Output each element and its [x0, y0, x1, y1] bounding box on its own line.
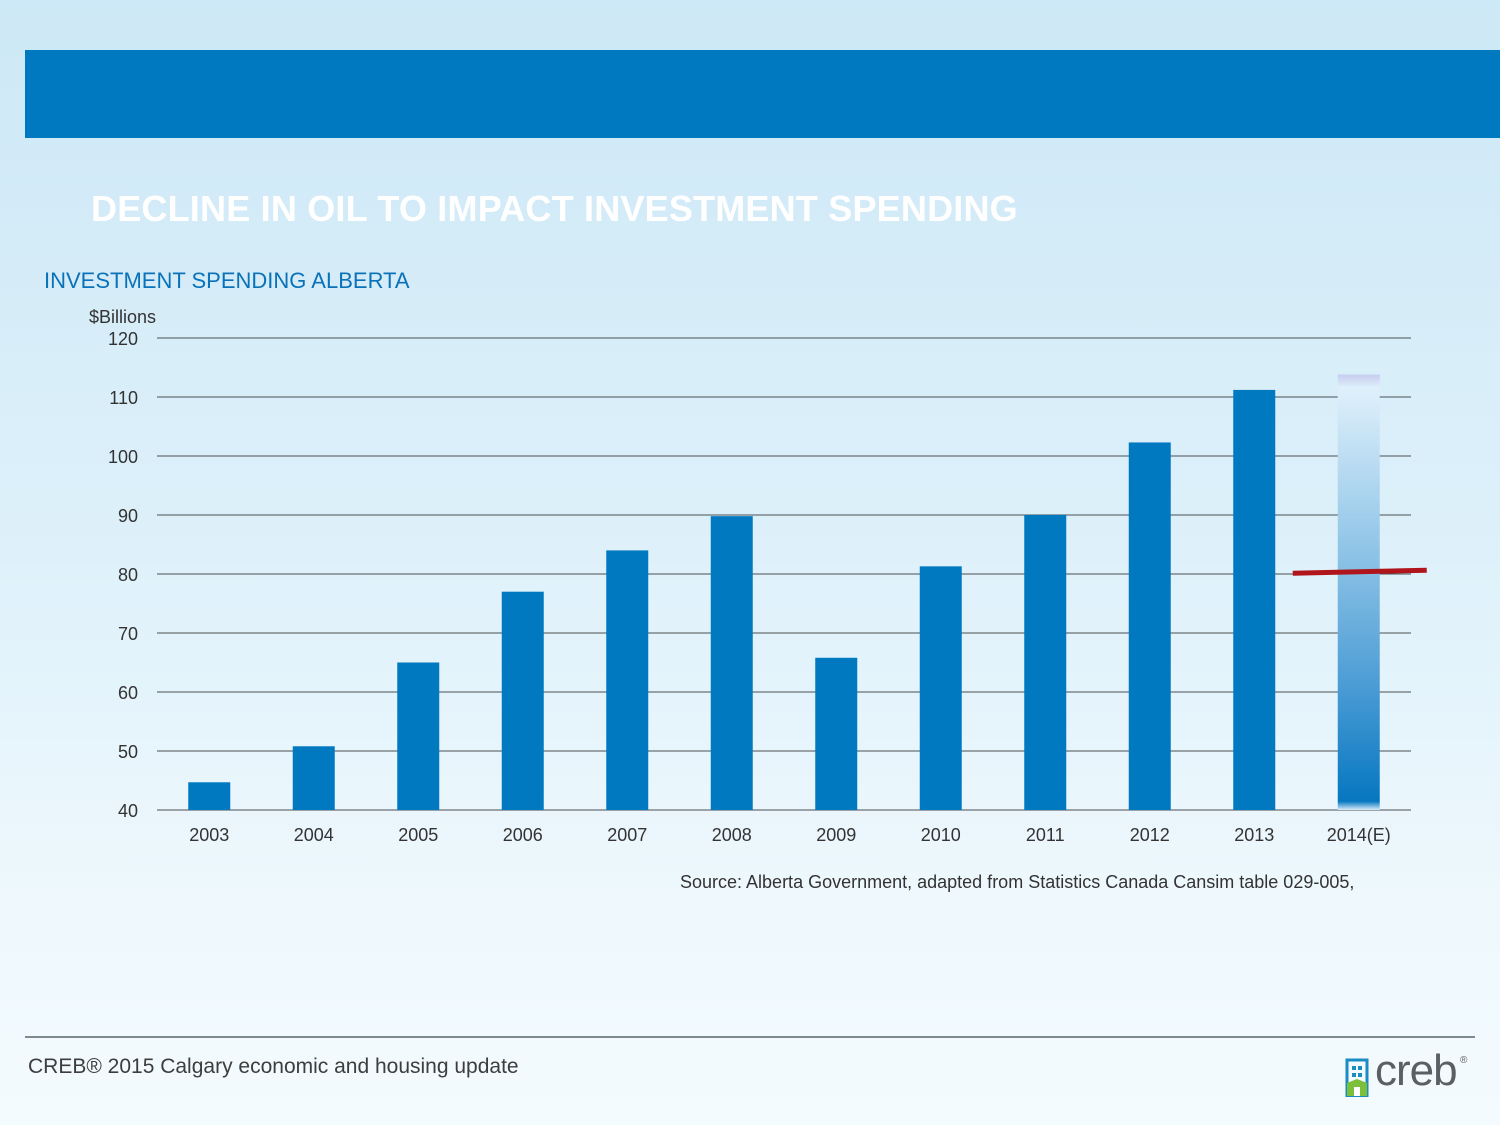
footer-text: CREB® 2015 Calgary economic and housing … [28, 1055, 519, 1078]
source-note: Source: Alberta Government, adapted from… [680, 872, 1355, 892]
x-tick-label: 2013 [1234, 825, 1274, 845]
y-tick-label: 50 [118, 742, 138, 762]
bar-2003 [188, 782, 231, 810]
bar-2012 [1128, 442, 1171, 810]
investment-bar-chart: $Billions 40 50 60 70 80 90 100 110 120 2003 2004… [89, 307, 1427, 845]
bar-estimate-2014(E) [1337, 374, 1380, 810]
top-banner [25, 50, 1500, 138]
y-tick-label: 90 [118, 506, 138, 526]
x-tick-label: 2006 [503, 825, 543, 845]
estimate-marker-line [1292, 567, 1427, 576]
x-tick-label: 2007 [607, 825, 647, 845]
x-tick-label: 2014(E) [1327, 825, 1391, 845]
creb-logo: creb ® [1345, 1046, 1470, 1100]
chart-title: INVESTMENT SPENDING ALBERTA [44, 268, 410, 293]
y-axis-label: $Billions [89, 307, 156, 327]
bar-2010 [919, 566, 962, 810]
y-tick-label: 70 [118, 624, 138, 644]
x-tick-label: 2003 [189, 825, 229, 845]
y-tick-label: 110 [109, 388, 138, 408]
x-tick-label: 2009 [816, 825, 856, 845]
bar-2011 [1024, 515, 1067, 810]
logo-wordmark: creb [1375, 1046, 1458, 1095]
bar-2005 [397, 662, 440, 810]
bar-2009 [815, 657, 858, 810]
x-tick-label: 2011 [1026, 825, 1065, 845]
bar-2004 [292, 746, 335, 810]
y-tick-label: 100 [108, 447, 138, 467]
y-tick-label: 80 [118, 565, 138, 585]
footer-divider [25, 1036, 1475, 1038]
y-tick-label: 120 [108, 329, 138, 349]
logo-registered-mark: ® [1460, 1055, 1468, 1066]
house-logo-icon [1345, 1058, 1369, 1097]
bar-2007 [606, 550, 649, 810]
y-tick-label: 40 [118, 801, 138, 821]
slide-title: DECLINE IN OIL TO IMPACT INVESTMENT SPEN… [91, 188, 1018, 229]
x-tick-label: 2010 [921, 825, 961, 845]
y-tick-label: 60 [118, 683, 138, 703]
x-tick-label: 2012 [1130, 825, 1170, 845]
bar-2008 [710, 516, 753, 810]
x-tick-label: 2008 [712, 825, 752, 845]
bar-2013 [1233, 389, 1276, 810]
bar-2006 [501, 591, 544, 810]
x-tick-label: 2005 [398, 825, 438, 845]
x-tick-label: 2004 [294, 825, 334, 845]
